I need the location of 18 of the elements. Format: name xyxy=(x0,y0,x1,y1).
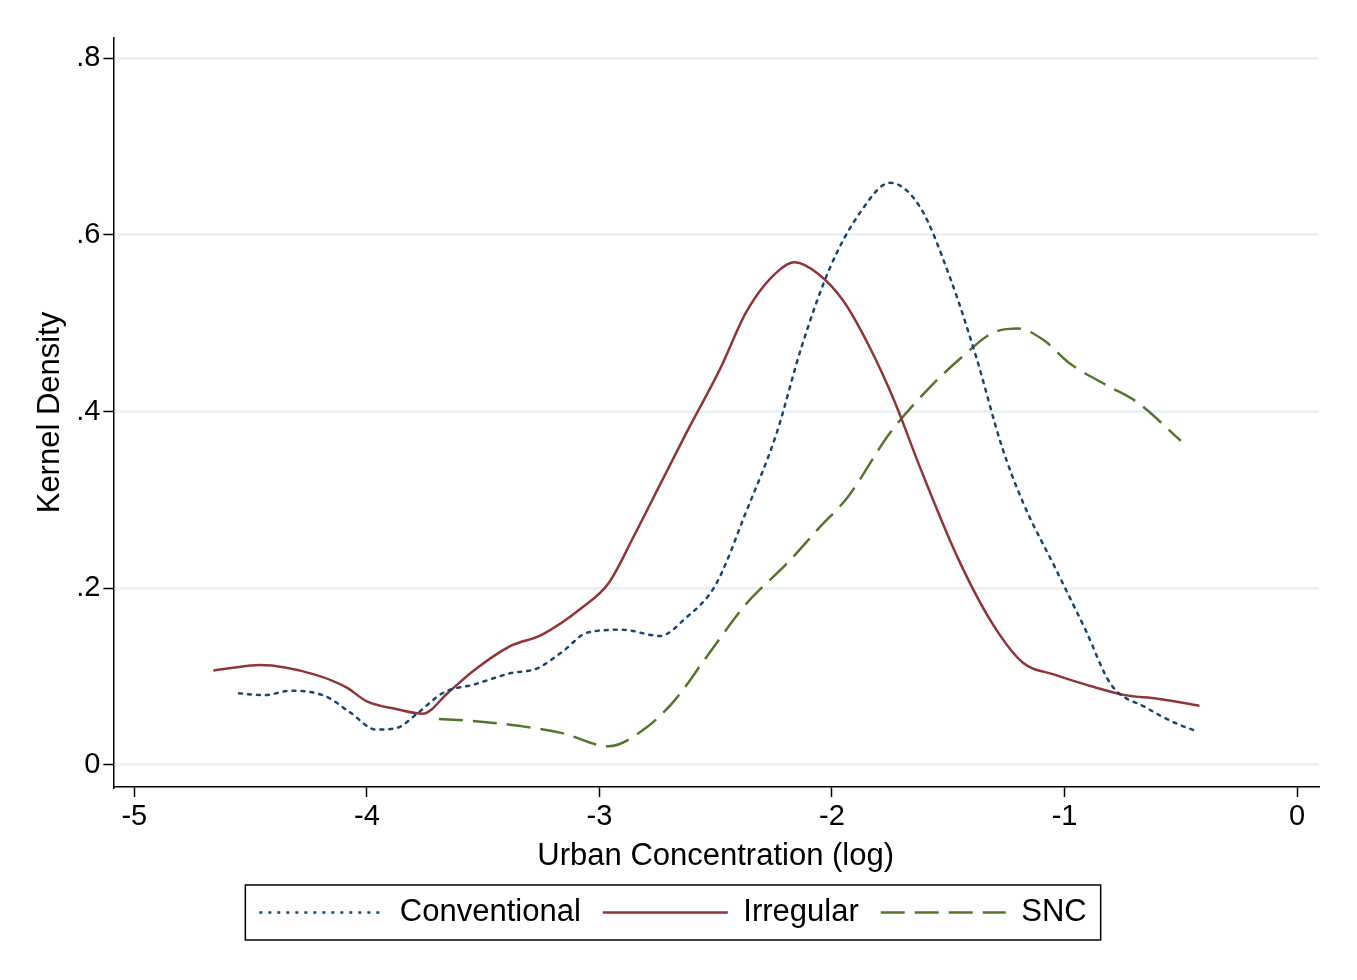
legend-label: SNC xyxy=(1021,893,1087,929)
y-tick-label: .4 xyxy=(76,393,101,426)
y-tick-label: .6 xyxy=(76,216,101,249)
x-tick-label: -1 xyxy=(1051,799,1078,832)
x-axis-title: Urban Concentration (log) xyxy=(537,836,895,872)
legend-label: Irregular xyxy=(743,893,859,929)
y-tick-label: .2 xyxy=(76,570,101,603)
y-tick-label: 0 xyxy=(84,746,101,779)
x-tick-label: -3 xyxy=(586,799,613,832)
x-tick-label: -4 xyxy=(353,799,380,832)
legend-label: Conventional xyxy=(399,893,581,929)
y-axis-title: Kernel Density xyxy=(31,311,67,514)
x-tick-label: 0 xyxy=(1289,799,1306,832)
x-tick-label: -2 xyxy=(819,799,845,832)
y-tick-label: .8 xyxy=(76,40,101,73)
x-tick-label: -5 xyxy=(121,799,148,832)
line-series xyxy=(212,261,1201,715)
line-series xyxy=(437,327,1183,748)
